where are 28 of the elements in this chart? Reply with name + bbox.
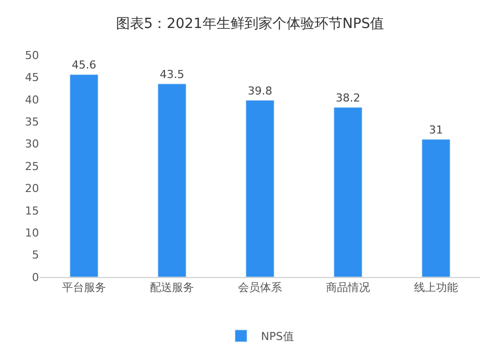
y-tick-label: 45 bbox=[25, 71, 39, 84]
data-label: 43.5 bbox=[160, 68, 184, 81]
bar bbox=[246, 100, 274, 277]
bar bbox=[158, 84, 186, 277]
y-tick-label: 40 bbox=[25, 93, 39, 106]
bar bbox=[422, 139, 450, 277]
data-label: 39.8 bbox=[248, 84, 272, 98]
legend-label: NPS值 bbox=[261, 330, 294, 344]
data-label: 45.6 bbox=[72, 58, 96, 72]
y-tick-label: 30 bbox=[25, 138, 39, 151]
y-tick-label: 25 bbox=[25, 160, 39, 173]
chart-title: 图表5：2021年生鲜到家个体验环节NPS值 bbox=[116, 16, 384, 32]
y-tick-label: 50 bbox=[25, 48, 39, 62]
x-tick-label: 平台服务 bbox=[62, 281, 106, 294]
x-tick-label: 商品情况 bbox=[326, 281, 370, 294]
data-label: 38.2 bbox=[336, 91, 360, 104]
y-tick-label: 5 bbox=[32, 248, 39, 262]
x-tick-label: 配送服务 bbox=[150, 281, 194, 294]
x-tick-label: 线上功能 bbox=[414, 281, 458, 294]
y-tick-label: 0 bbox=[32, 270, 39, 284]
y-tick-label: 10 bbox=[25, 226, 39, 240]
x-tick-label: 会员体系 bbox=[238, 281, 282, 294]
data-label: 31 bbox=[429, 123, 443, 136]
bar bbox=[334, 107, 362, 277]
y-tick-label: 35 bbox=[25, 115, 39, 128]
bar bbox=[70, 74, 98, 277]
y-tick-label: 20 bbox=[25, 182, 39, 196]
y-tick-label: 15 bbox=[25, 204, 39, 218]
